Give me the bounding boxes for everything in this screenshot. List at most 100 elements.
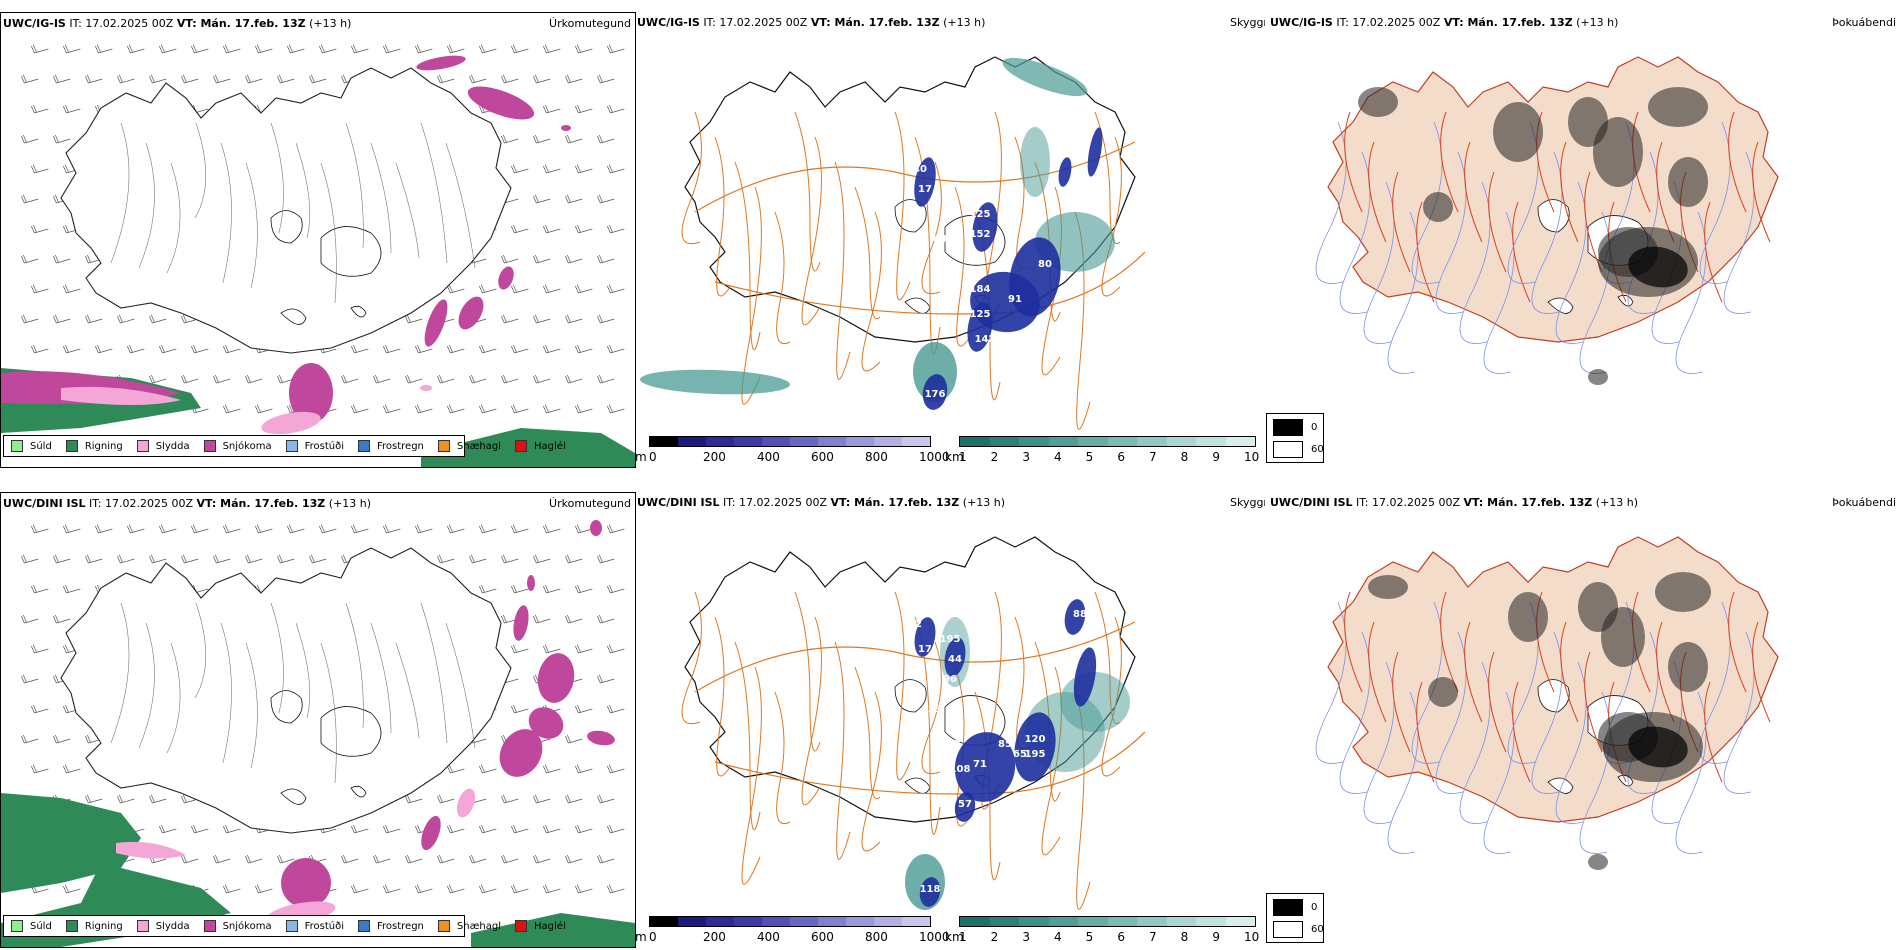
visibility-map-1: 29 40 17 125 152 43 80 184 91 125 142 176 bbox=[640, 56, 1146, 430]
cloud-legend-1: 0 60 bbox=[1266, 413, 1324, 463]
colorbar-segment bbox=[874, 437, 902, 446]
legend-item-rigning: Rigning bbox=[65, 920, 123, 932]
cloud-legend-swatch-top bbox=[1273, 899, 1303, 916]
visibility-value-label: 118 bbox=[920, 884, 941, 895]
legend-swatch bbox=[136, 920, 149, 932]
legend-swatch bbox=[203, 920, 216, 932]
legend-swatch bbox=[11, 920, 23, 932]
colorbar-unit: km bbox=[945, 930, 964, 944]
cloud-legend-2: 0 60 bbox=[1266, 893, 1324, 943]
legend-label: Frostregn bbox=[377, 920, 424, 932]
visibility-value-label: 88 bbox=[1073, 609, 1087, 620]
visibility-value-label: 44 bbox=[948, 654, 962, 665]
colorbar-tick: 9 bbox=[1212, 450, 1220, 464]
visibility-value-label: 152 bbox=[970, 229, 991, 240]
fog-map-2 bbox=[1315, 536, 1779, 870]
colorbar-segment bbox=[1196, 917, 1226, 926]
legend-swatch bbox=[515, 920, 528, 932]
colorbar-segment bbox=[1166, 917, 1196, 926]
visibility-value-label: 96 bbox=[943, 674, 957, 685]
fog-label-2: Þokuábendi bbox=[1832, 496, 1896, 509]
precip-panel-1: UWC/IG-IS IT: 17.02.2025 00Z VT: Mán. 17… bbox=[0, 12, 636, 468]
precip-legend-2: Súld Rigning Slydda Snjókoma Frostúði Frostre… bbox=[3, 915, 566, 937]
legend-label: Snjókoma bbox=[222, 920, 272, 932]
colorbar-segment bbox=[734, 917, 762, 926]
visibility-value-label: 80 bbox=[1038, 259, 1052, 270]
visibility-value-label: 188 bbox=[940, 739, 961, 750]
colorbar-segment bbox=[1019, 917, 1049, 926]
legend-swatch bbox=[437, 440, 450, 452]
colorbar-unit: km bbox=[945, 450, 964, 464]
legend-swatch bbox=[285, 920, 298, 932]
colorbar-segment bbox=[1225, 917, 1255, 926]
precip-legend-1: Súld Rigning Slydda Snjókoma Frostúði Frostre… bbox=[3, 435, 566, 457]
legend-label: Haglél bbox=[534, 440, 566, 452]
legend-label: Snjókoma bbox=[222, 440, 272, 452]
colorbar-tick: 10 bbox=[1244, 450, 1260, 464]
visibility-value-label: 17 bbox=[918, 644, 932, 655]
visibility-value-label: 120 bbox=[1025, 734, 1046, 745]
colorbar-segment bbox=[1048, 917, 1078, 926]
legend-swatch bbox=[65, 440, 78, 452]
legend-item-súld: Súld bbox=[11, 920, 52, 932]
colorbar-tick: 9 bbox=[1212, 930, 1220, 944]
visibility-value-label: 65 bbox=[1013, 749, 1027, 760]
colorbar-m-1: m 0 200 400 600 800 1000 bbox=[635, 436, 950, 466]
visibility-value-label: 91 bbox=[1008, 294, 1022, 305]
legend-item-frostregn: Frostregn bbox=[358, 920, 424, 932]
colorbar-segment bbox=[846, 437, 874, 446]
legend-item-frostregn: Frostregn bbox=[358, 440, 424, 452]
legend-item-haglél: Haglél bbox=[515, 920, 566, 932]
colorbar-segment bbox=[706, 917, 734, 926]
fog-title-1: UWC/IG-IS IT: 17.02.2025 00Z VT: Mán. 17… bbox=[1270, 16, 1619, 29]
colorbar-segment bbox=[846, 917, 874, 926]
legend-swatch bbox=[437, 920, 450, 932]
fog-title-2: UWC/DINI ISL IT: 17.02.2025 00Z VT: Mán.… bbox=[1270, 496, 1639, 509]
colorbar-km-1: km 1 2 3 4 5 6 7 8 9 10 bbox=[945, 436, 1260, 466]
colorbar-strip bbox=[649, 436, 931, 447]
legend-item-rigning: Rigning bbox=[65, 440, 123, 452]
colorbar-segment bbox=[678, 437, 706, 446]
cloud-legend-bottom-label: 60 bbox=[1311, 444, 1324, 455]
fog-label-1: Þokuábendi bbox=[1832, 16, 1896, 29]
fog-map-1 bbox=[1315, 56, 1779, 385]
legend-label: Slydda bbox=[155, 440, 190, 452]
legend-label: Haglél bbox=[534, 920, 566, 932]
legend-item-slydda: Slydda bbox=[136, 920, 190, 932]
colorbar-tick: 1 bbox=[959, 450, 967, 464]
visibility-label-1: Skyggni bbox=[1230, 16, 1265, 29]
colorbar-tick: 7 bbox=[1149, 450, 1157, 464]
colorbar-tick: 8 bbox=[1180, 450, 1189, 464]
legend-swatch bbox=[136, 440, 149, 452]
legend-label: Súld bbox=[30, 920, 52, 932]
visibility-value-label: 125 bbox=[970, 209, 991, 220]
cloud-legend-swatch-bottom bbox=[1273, 921, 1303, 938]
legend-swatch bbox=[285, 440, 298, 452]
visibility-value-label: 108 bbox=[950, 764, 971, 775]
colorbar-tick: 1 bbox=[959, 930, 967, 944]
colorbar-segment bbox=[960, 437, 990, 446]
colorbar-segment bbox=[960, 917, 990, 926]
visibility-value-label: 40 bbox=[913, 164, 927, 175]
colorbar-segment bbox=[790, 437, 818, 446]
colorbar-segment bbox=[1166, 437, 1196, 446]
legend-label: Slydda bbox=[155, 920, 190, 932]
colorbar-segment bbox=[1137, 917, 1167, 926]
precip-map-2 bbox=[1, 520, 635, 947]
legend-label: Frostregn bbox=[377, 440, 424, 452]
legend-item-frostúði: Frostúði bbox=[285, 440, 344, 452]
colorbar-tick: 800 bbox=[865, 930, 888, 944]
colorbar-segment bbox=[1137, 437, 1167, 446]
colorbar-km-2: km 1 2 3 4 5 6 7 8 9 10 bbox=[945, 916, 1260, 946]
precip-panel-2: UWC/DINI ISL IT: 17.02.2025 00Z VT: Mán.… bbox=[0, 492, 636, 948]
legend-swatch bbox=[515, 440, 528, 452]
colorbar-tick: 400 bbox=[757, 450, 780, 464]
colorbar-tick: 200 bbox=[703, 450, 726, 464]
legend-item-haglél: Haglél bbox=[515, 440, 566, 452]
colorbar-segment bbox=[678, 917, 706, 926]
legend-item-snæhagl: Snæhagl bbox=[437, 920, 501, 932]
cloud-legend-swatch-top bbox=[1273, 419, 1303, 436]
colorbar-m-2: m 0 200 400 600 800 1000 bbox=[635, 916, 950, 946]
precip-type-label-1: Úrkomutegund bbox=[549, 17, 631, 30]
